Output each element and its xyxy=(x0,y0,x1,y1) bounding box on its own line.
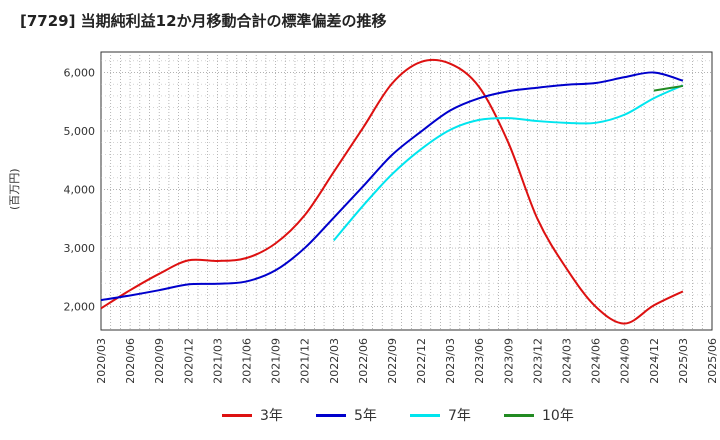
legend-label: 7年 xyxy=(448,408,471,424)
x-tick-label: 2021/12 xyxy=(299,338,312,384)
legend-swatch xyxy=(222,414,252,417)
x-tick-label: 2023/03 xyxy=(444,338,457,384)
plot-area xyxy=(100,51,713,331)
x-tick-label: 2024/06 xyxy=(590,338,603,384)
x-tick-label: 2020/12 xyxy=(182,338,195,384)
legend-swatch xyxy=(316,414,346,417)
x-tick-label: 2023/12 xyxy=(531,338,544,384)
x-tick-label: 2024/09 xyxy=(619,338,632,384)
x-tick-label: 2023/06 xyxy=(473,338,486,384)
series-line-1 xyxy=(100,58,684,325)
legend-swatch xyxy=(504,414,534,417)
y-tick-label: 5,000 xyxy=(64,125,96,138)
series-line-2 xyxy=(100,71,684,302)
x-tick-label: 2022/03 xyxy=(328,338,341,384)
x-tick-label: 2025/06 xyxy=(706,338,719,384)
x-tick-label: 2021/06 xyxy=(240,338,253,384)
x-tick-label: 2024/12 xyxy=(648,338,661,384)
y-tick-label: 4,000 xyxy=(64,184,96,197)
x-tick-label: 2021/09 xyxy=(270,338,283,384)
y-tick-label: 6,000 xyxy=(64,66,96,79)
y-tick-label: 3,000 xyxy=(64,242,96,255)
chart-legend: 3年 5年 7年 10年 xyxy=(0,404,720,426)
x-tick-label: 2022/12 xyxy=(415,338,428,384)
x-tick-label: 2022/09 xyxy=(386,338,399,384)
y-tick-label: 2,000 xyxy=(64,301,96,314)
chart-title: [7729] 当期純利益12か月移動合計の標準偏差の推移 xyxy=(20,12,387,30)
series-line-3 xyxy=(332,84,684,242)
x-tick-label: 2020/06 xyxy=(124,338,137,384)
x-tick-label: 2025/03 xyxy=(677,338,690,384)
x-tick-label: 2020/09 xyxy=(153,338,166,384)
legend-label: 10年 xyxy=(542,408,574,424)
legend-label: 3年 xyxy=(260,408,283,424)
x-tick-label: 2021/03 xyxy=(211,338,224,384)
x-tick-label: 2020/03 xyxy=(95,338,108,384)
legend-swatch xyxy=(410,414,440,417)
x-tick-label: 2023/09 xyxy=(502,338,515,384)
x-tick-label: 2022/06 xyxy=(357,338,370,384)
x-tick-label: 2024/03 xyxy=(561,338,574,384)
legend-label: 5年 xyxy=(354,408,377,424)
series-line-4 xyxy=(653,84,684,92)
